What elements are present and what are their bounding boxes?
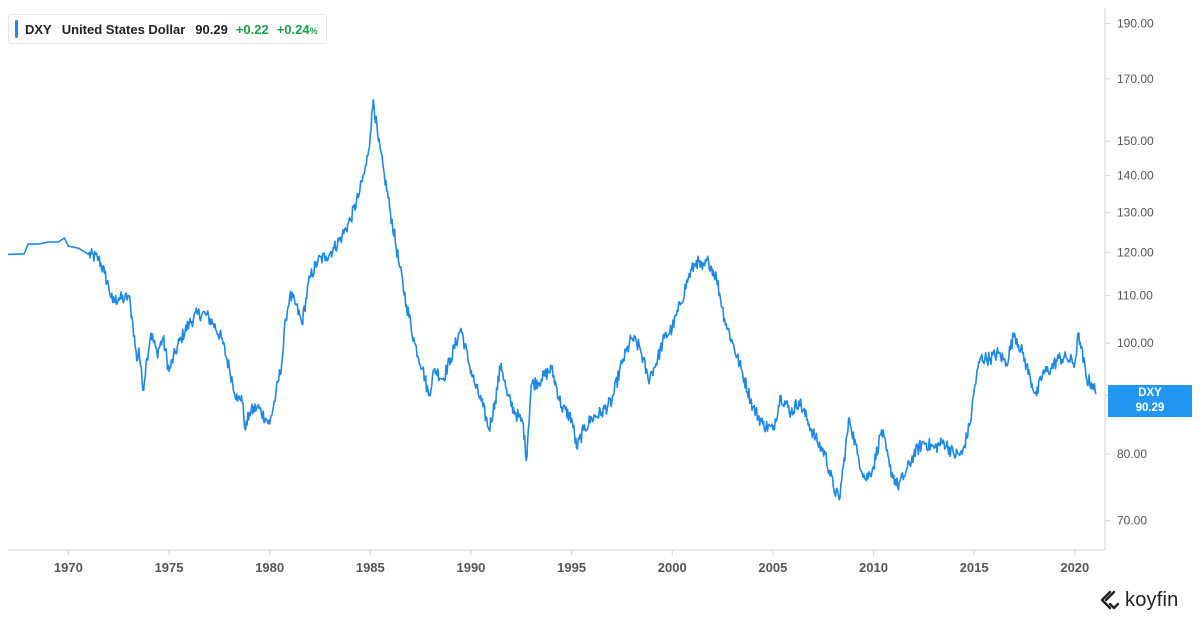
y-tick-label: 170.00 (1117, 72, 1154, 86)
y-axis: 70.0080.0090.00100.00110.00120.00130.001… (1105, 16, 1154, 528)
y-tick-label: 150.00 (1117, 134, 1154, 148)
legend-ticker: DXY (25, 21, 52, 37)
legend-change-pct: +0.24% (277, 22, 318, 37)
y-tick-label: 130.00 (1117, 205, 1154, 219)
legend-name: United States Dollar (61, 21, 186, 37)
plot-frame (8, 8, 1106, 551)
x-tick-label: 2000 (658, 560, 687, 575)
series-layer (8, 99, 1097, 501)
x-axis: 1970 1975 1980 1985 1990 1995 2000 2005 2010 2015… (54, 550, 1089, 575)
series-line-dxy (8, 99, 1097, 501)
legend-change-pct-value: +0.24 (276, 21, 310, 37)
y-tick-label: 70.00 (1117, 514, 1147, 528)
legend-change: +0.22 (235, 21, 269, 37)
koyfin-logo[interactable]: koyfin (1100, 588, 1178, 612)
chart-legend[interactable]: DXY United States Dollar 90.29 +0.22 +0.… (8, 14, 327, 44)
x-tick-label: 2015 (960, 560, 989, 575)
koyfin-logo-icon (1100, 590, 1120, 610)
x-tick-label: 1980 (255, 560, 284, 575)
x-tick-label: 1975 (155, 560, 184, 575)
y-tick-label: 100.00 (1117, 336, 1154, 350)
y-tick-label: 120.00 (1117, 245, 1154, 259)
y-tick-label: 80.00 (1117, 447, 1147, 461)
price-tag-ticker: DXY (1138, 387, 1162, 399)
legend-pct-sign: % (309, 25, 318, 36)
legend-price: 90.29 (195, 21, 228, 37)
y-tick-label: 190.00 (1117, 16, 1154, 30)
y-tick-label: 140.00 (1117, 169, 1154, 183)
series-color-swatch (15, 20, 18, 38)
price-tag-value: 90.29 (1135, 402, 1165, 414)
x-tick-label: 2020 (1060, 560, 1089, 575)
x-tick-label: 1970 (54, 560, 83, 575)
x-tick-label: 2005 (758, 560, 787, 575)
y-tick-label: 110.00 (1117, 289, 1153, 303)
x-tick-label: 1990 (456, 560, 485, 575)
last-price-tag: DXY 90.29 (1108, 385, 1192, 417)
x-tick-label: 1995 (557, 560, 586, 575)
x-tick-label: 2010 (859, 560, 888, 575)
koyfin-logo-text: koyfin (1125, 588, 1179, 611)
x-tick-label: 1985 (356, 560, 385, 575)
